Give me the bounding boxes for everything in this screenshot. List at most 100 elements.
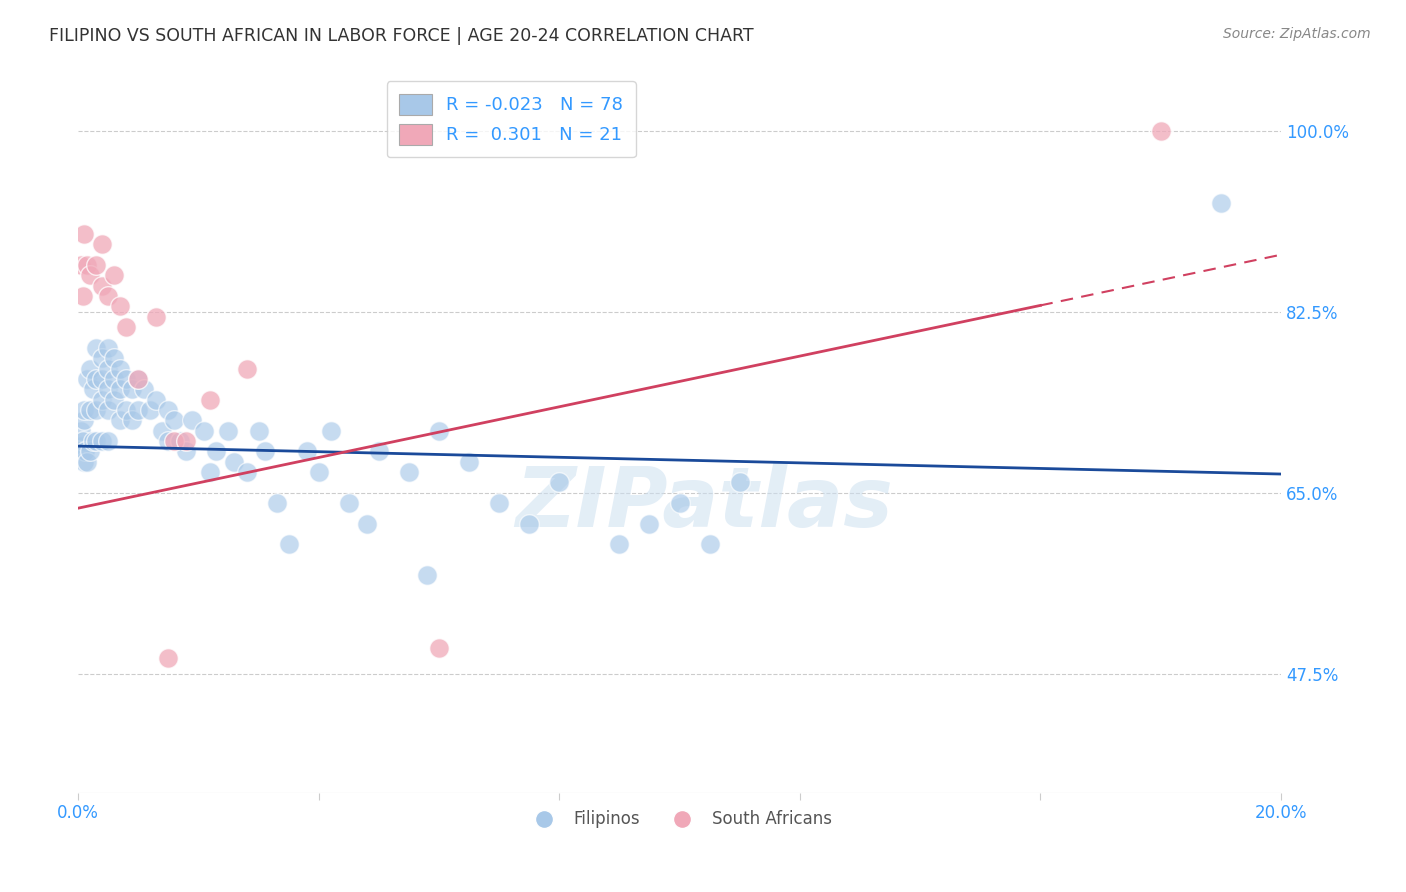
Legend: Filipinos, South Africans: Filipinos, South Africans [520,804,839,835]
Point [548,475,571,490]
Point [1150,123,1173,137]
Point [82,382,104,396]
Point [308,465,330,479]
Point [73,413,96,427]
Point [103,268,125,283]
Point [121,382,143,396]
Point [110,382,132,396]
Point [337,496,360,510]
Point [115,372,138,386]
Point [79,444,101,458]
Point [427,424,450,438]
Point [115,320,138,334]
Point [458,455,481,469]
Point [217,424,239,438]
Point [115,403,138,417]
Point [609,537,631,551]
Point [488,496,510,510]
Point [398,465,420,479]
Point [97,403,120,417]
Point [253,444,276,458]
Point [247,424,270,438]
Point [103,392,125,407]
Point [110,413,132,427]
Point [84,372,107,386]
Point [295,444,318,458]
Point [70,439,93,453]
Point [82,434,104,448]
Point [638,516,661,531]
Point [91,237,114,252]
Point [91,351,114,366]
Point [319,424,342,438]
Point [205,444,228,458]
Point [200,465,222,479]
Point [150,424,173,438]
Point [176,434,198,448]
Point [110,361,132,376]
Point [416,568,439,582]
Point [73,403,96,417]
Point [157,434,180,448]
Text: ZIPatlas: ZIPatlas [515,462,893,543]
Point [668,496,690,510]
Point [224,455,246,469]
Point [277,537,299,551]
Text: FILIPINO VS SOUTH AFRICAN IN LABOR FORCE | AGE 20-24 CORRELATION CHART: FILIPINO VS SOUTH AFRICAN IN LABOR FORCE… [49,27,754,45]
Point [97,434,120,448]
Point [163,434,186,448]
Point [145,310,167,324]
Point [97,341,120,355]
Point [91,278,114,293]
Text: Source: ZipAtlas.com: Source: ZipAtlas.com [1223,27,1371,41]
Point [235,465,257,479]
Point [97,382,120,396]
Point [127,372,149,386]
Point [73,455,96,469]
Point [157,403,180,417]
Point [145,392,167,407]
Point [70,424,93,438]
Point [1209,196,1232,211]
Point [79,268,101,283]
Point [84,258,107,272]
Point [91,392,114,407]
Point [266,496,288,510]
Point [169,434,191,448]
Point [79,403,101,417]
Point [517,516,540,531]
Point [91,434,114,448]
Point [76,258,98,272]
Point [157,651,180,665]
Point [76,455,98,469]
Point [97,289,120,303]
Point [75,444,97,458]
Point [427,640,450,655]
Point [139,403,162,417]
Point [235,361,257,376]
Point [103,372,125,386]
Point [200,392,222,407]
Point [70,258,93,272]
Point [72,434,94,448]
Point [176,444,198,458]
Point [127,372,149,386]
Point [76,372,98,386]
Point [91,372,114,386]
Point [84,434,107,448]
Point [97,361,120,376]
Point [728,475,751,490]
Point [121,413,143,427]
Point [193,424,215,438]
Point [73,227,96,241]
Point [699,537,721,551]
Point [356,516,378,531]
Point [72,289,94,303]
Point [181,413,204,427]
Point [84,341,107,355]
Point [127,403,149,417]
Point [110,300,132,314]
Point [84,403,107,417]
Point [103,351,125,366]
Point [163,413,186,427]
